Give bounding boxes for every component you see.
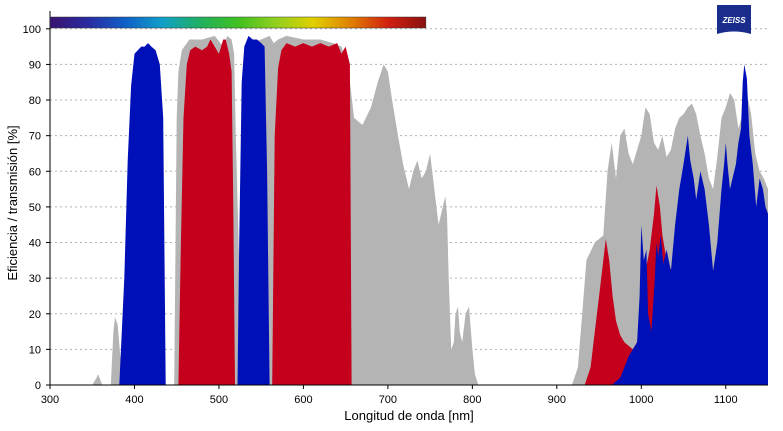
y-tick-label: 50 [29,202,41,214]
y-axis-title: Eficiencia / transmisión [%] [5,125,20,280]
series-area-blue-2 [237,35,270,386]
x-tick-label: 1100 [714,394,738,406]
series-area-blue-1 [119,43,166,385]
axis-layer [49,11,768,386]
y-tick-label: 10 [29,344,41,356]
y-tick-label: 60 [29,166,41,178]
y-tick-label: 90 [29,59,41,71]
zeiss-logo: ZEISS [717,5,751,34]
zeiss-logo-text: ZEISS [721,16,746,25]
x-tick-label: 800 [463,394,481,406]
y-tick-label: 20 [29,309,41,321]
y-tick-label: 40 [29,238,41,250]
x-axis-title: Longitud de onda [nm] [344,408,473,423]
x-tick-label: 400 [125,394,143,406]
x-tick-label: 500 [210,394,228,406]
y-tick-label: 30 [29,273,41,285]
y-tick-label: 70 [29,131,41,143]
series-layer [50,35,768,386]
x-tick-label: 300 [41,394,59,406]
x-tick-label: 1000 [629,394,653,406]
x-tick-label: 700 [379,394,397,406]
zeiss-logo-shape [717,5,751,34]
y-tick-label: 0 [35,380,41,392]
x-tick-label: 900 [548,394,566,406]
series-area-blue-6 [611,64,768,386]
series-area-red-3 [178,39,235,385]
y-tick-label: 100 [23,24,41,36]
y-tick-label: 80 [29,95,41,107]
ticks-layer: 0 10 20 30 40 50 60 70 80 90 100 300 400 500 600 700 800… [23,24,738,406]
series-area-red-4 [272,43,352,385]
spectrum-bar [49,16,427,29]
x-tick-label: 600 [294,394,312,406]
